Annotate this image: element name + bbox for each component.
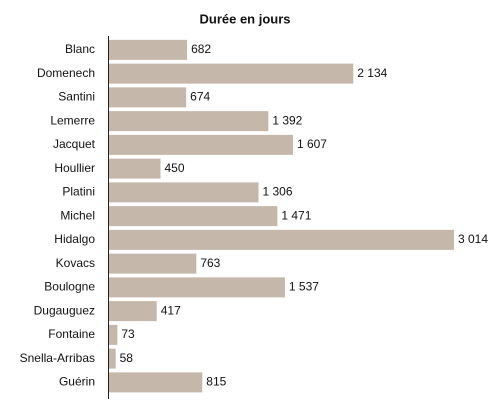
- y-tick-label: Santini: [58, 90, 95, 104]
- y-tick-label: Kovacs: [56, 256, 95, 270]
- bar: [109, 63, 354, 84]
- bar: [109, 229, 454, 250]
- y-tick-label: Blanc: [65, 42, 95, 56]
- y-tick-label: Guérin: [59, 375, 95, 389]
- value-label: 73: [121, 327, 135, 341]
- value-label: 1 392: [272, 113, 302, 127]
- bar: [109, 158, 161, 179]
- value-label: 3 014: [458, 232, 488, 246]
- value-label: 1 607: [297, 137, 327, 151]
- value-label: 1 537: [289, 280, 319, 294]
- value-label: 417: [161, 303, 181, 317]
- bar: [109, 182, 259, 203]
- bar: [109, 253, 197, 274]
- y-tick-label: Houllier: [54, 161, 95, 175]
- value-label: 674: [190, 90, 210, 104]
- value-label: 450: [165, 161, 185, 175]
- y-tick-label: Boulogne: [44, 280, 95, 294]
- bar: [109, 324, 118, 345]
- bar: [109, 277, 285, 298]
- value-label: 2 134: [357, 66, 387, 80]
- bar: [109, 348, 116, 369]
- y-tick-label: Fontaine: [48, 327, 95, 341]
- y-tick-label: Lemerre: [50, 113, 95, 127]
- bar: [109, 134, 293, 155]
- value-label: 1 306: [262, 185, 292, 199]
- value-label: 815: [206, 375, 226, 389]
- y-tick-label: Michel: [60, 208, 95, 222]
- bar: [109, 372, 203, 393]
- bar: [109, 39, 188, 60]
- value-label: 682: [191, 42, 211, 56]
- y-tick-label: Domenech: [37, 66, 95, 80]
- value-label: 1 471: [281, 208, 311, 222]
- y-tick-label: Hidalgo: [54, 232, 95, 246]
- y-tick-label: Dugauguez: [34, 303, 95, 317]
- bar: [109, 301, 157, 322]
- value-label: 58: [120, 351, 134, 365]
- bar: [109, 87, 187, 108]
- y-tick-label: Platini: [62, 185, 95, 199]
- bar: [109, 206, 278, 227]
- y-tick-label: Jacquet: [53, 137, 96, 151]
- chart-title: Durée en jours: [199, 11, 290, 26]
- value-label: 763: [200, 256, 220, 270]
- y-tick-label: Snella-Arribas: [20, 351, 95, 365]
- bar: [109, 111, 269, 132]
